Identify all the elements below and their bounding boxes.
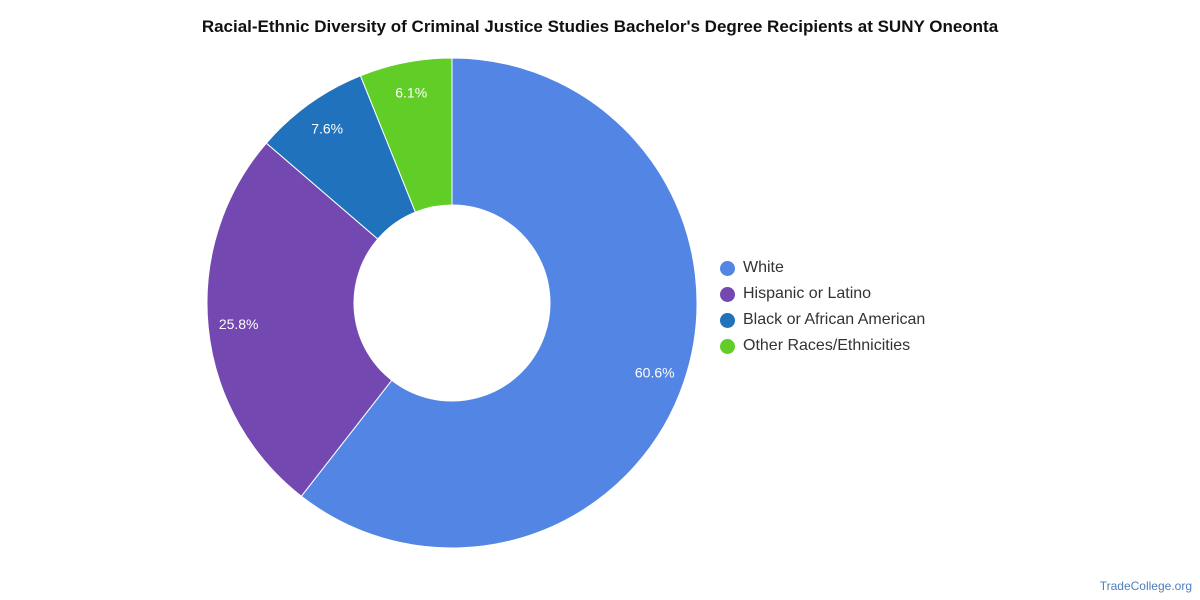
legend-swatch-other-races (720, 338, 735, 354)
chart-legend: White Hispanic or Latino Black or Africa… (720, 255, 925, 359)
legend-item-white[interactable]: White (720, 255, 925, 281)
slice-label-hispanic-or-latino: 25.8% (219, 316, 259, 332)
slice-white[interactable] (300, 57, 698, 549)
slice-label-other-races-ethnicities: 6.1% (395, 85, 427, 101)
legend-label-white: White (743, 259, 784, 276)
slice-hispanic-or-latino[interactable] (206, 142, 393, 497)
legend-label-hispanic-or-latino: Hispanic or Latino (743, 285, 872, 302)
legend-swatch-hispanic-or-latino (720, 286, 735, 302)
legend-item-hispanic-or-latino[interactable]: Hispanic or Latino (720, 281, 925, 307)
legend-item-other-races[interactable]: Other Races/Ethnicities (720, 333, 925, 359)
legend-item-black-or-african-american[interactable]: Black or African American (720, 307, 925, 333)
legend-label-black-or-african-american: Black or African American (743, 311, 926, 328)
slice-label-black-or-african-american: 7.6% (311, 121, 343, 137)
slice-label-white: 60.6% (635, 365, 675, 381)
source-credit[interactable]: TradeCollege.org (1099, 579, 1192, 593)
legend-swatch-black-or-african-american (720, 312, 735, 328)
chart-title: Racial-Ethnic Diversity of Criminal Just… (201, 17, 999, 36)
legend-swatch-white (720, 260, 735, 276)
legend-label-other-races: Other Races/Ethnicities (743, 337, 911, 354)
slice-other-races-ethnicities[interactable] (359, 57, 453, 213)
